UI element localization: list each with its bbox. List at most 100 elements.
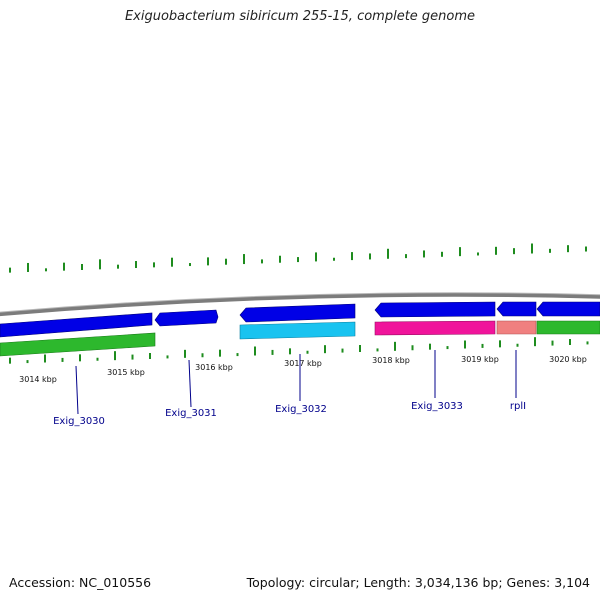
gc-tick — [359, 345, 361, 352]
gc-tick — [569, 339, 571, 345]
gc-tick — [551, 340, 554, 346]
gc-tick — [254, 346, 256, 356]
gc-tick — [585, 246, 587, 252]
scale-label: 3015 kbp — [107, 368, 145, 377]
gc-tick — [423, 250, 425, 258]
gc-tick — [61, 357, 64, 362]
gc-tick — [261, 259, 263, 264]
cds-arrow[interactable] — [536, 301, 600, 317]
gc-tick — [225, 258, 227, 265]
gc-tick — [45, 268, 47, 272]
gc-tick — [387, 248, 389, 259]
scale-label: 3019 kbp — [461, 355, 499, 364]
accession-text: Accession: NC_010556 — [9, 575, 152, 590]
gc-tick — [495, 246, 497, 255]
gc-tick — [117, 264, 119, 269]
genome-backbone-highlight — [0, 292, 600, 313]
gene-label-leaders — [75, 350, 517, 415]
leader-line — [75, 365, 79, 415]
gc-tick — [114, 351, 116, 361]
gc-tick — [369, 253, 371, 260]
gc-tick — [481, 343, 484, 348]
gc-tick — [499, 340, 501, 348]
cds-arrow[interactable] — [374, 301, 496, 318]
gc-tick — [341, 348, 344, 353]
gc-tick — [516, 343, 519, 347]
gc-tick — [63, 262, 65, 271]
reverse-strand-track — [0, 320, 600, 357]
cds-arrow-exig-3031[interactable] — [154, 309, 219, 327]
gc-tick — [567, 245, 569, 253]
gc-tick — [166, 355, 169, 359]
genome-summary-text: Topology: circular; Length: 3,034,136 bp… — [246, 575, 590, 590]
gc-tick — [135, 261, 137, 269]
genome-backbone — [0, 292, 600, 317]
gc-tick — [464, 340, 466, 349]
gene-label-exig-3033[interactable]: Exig_3033 — [411, 401, 463, 412]
gc-tick — [306, 350, 309, 354]
gc-tick — [534, 337, 536, 347]
gc-tick — [513, 248, 515, 255]
gc-tick — [9, 357, 11, 364]
scale-label: 3014 kbp — [19, 375, 57, 384]
scale-label: 3020 kbp — [549, 355, 587, 364]
scale-labels: 3014 kbp 3015 kbp 3016 kbp 3017 kbp 3018… — [19, 355, 587, 384]
gc-tick — [411, 345, 414, 351]
gc-tick — [99, 259, 101, 270]
gc-tick — [189, 263, 191, 267]
gc-tick — [586, 341, 589, 345]
gene-label-exig-3030[interactable]: Exig_3030 — [53, 416, 105, 427]
gene-label-exig-3031[interactable]: Exig_3031 — [165, 408, 217, 419]
leader-line — [188, 359, 192, 408]
gc-tick — [236, 353, 239, 357]
gene-labels: Exig_3030 Exig_3031 Exig_3032 Exig_3033 … — [53, 401, 526, 427]
map-title: Exiguobacterium sibiricum 255-15, comple… — [124, 9, 476, 24]
gc-tick — [429, 343, 431, 350]
gc-tick — [549, 248, 551, 253]
gc-tick — [184, 349, 186, 358]
gc-tick — [441, 251, 443, 257]
cds-block-exig-3032[interactable] — [239, 321, 356, 340]
gc-tick — [279, 255, 281, 263]
gc-tick — [315, 252, 317, 262]
gc-tick — [9, 267, 11, 273]
gc-tick — [243, 254, 245, 265]
gc-tick — [96, 357, 99, 361]
gc-tick — [297, 257, 299, 263]
cds-block[interactable] — [0, 332, 156, 357]
gc-tick — [81, 263, 83, 270]
gc-tick — [446, 346, 449, 350]
gc-tick — [289, 348, 291, 355]
gc-tick — [324, 345, 326, 354]
cds-arrow[interactable] — [239, 303, 356, 323]
gc-tick — [44, 354, 46, 363]
cds-block-rpli[interactable] — [496, 320, 537, 335]
cds-arrow[interactable] — [0, 312, 153, 338]
gc-tick — [351, 252, 353, 261]
gc-tick — [26, 360, 29, 364]
scale-label: 3018 kbp — [372, 356, 410, 365]
cds-arrow[interactable] — [496, 301, 537, 317]
gc-tick — [405, 254, 407, 259]
gc-tick — [271, 349, 274, 355]
cds-block-exig-3033[interactable] — [374, 320, 496, 336]
cds-block[interactable] — [536, 320, 600, 335]
gc-tick — [333, 257, 335, 261]
gc-tick — [153, 262, 155, 268]
gc-tick — [531, 243, 533, 254]
gc-tick — [207, 257, 209, 266]
gene-label-rpli[interactable]: rplI — [510, 401, 526, 412]
gc-tick — [171, 257, 173, 267]
gc-tick — [219, 349, 221, 357]
gc-tick — [477, 252, 479, 256]
gc-tick — [459, 247, 461, 257]
gene-label-exig-3032[interactable]: Exig_3032 — [275, 404, 327, 415]
gc-tick — [131, 354, 134, 360]
gc-tick — [376, 348, 379, 352]
gc-tick — [201, 353, 204, 358]
gc-skew-track — [9, 337, 589, 364]
gc-tick — [149, 353, 151, 359]
scale-label: 3016 kbp — [195, 363, 233, 372]
gc-tick — [394, 341, 396, 351]
